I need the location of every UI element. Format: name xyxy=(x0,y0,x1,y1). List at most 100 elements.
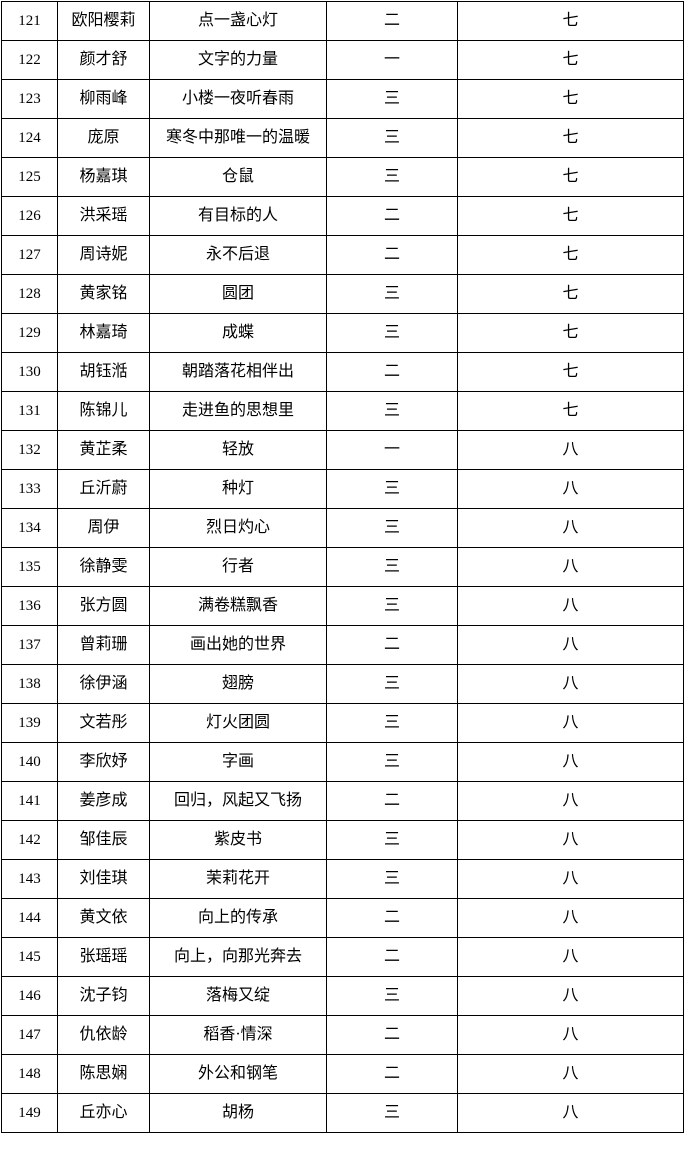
cell-name: 欧阳樱莉 xyxy=(57,1,150,41)
cell-title: 行者 xyxy=(149,547,327,587)
cell-title: 字画 xyxy=(149,742,327,782)
cell-grade: 八 xyxy=(457,1015,684,1055)
table-row: 136 张方圆 满卷糕飘香三八 xyxy=(1,586,684,626)
cell-level: 三 xyxy=(326,313,458,353)
cell-level: 三 xyxy=(326,742,458,782)
cell-grade: 八 xyxy=(457,547,684,587)
cell-grade: 七 xyxy=(457,157,684,197)
cell-title: 烈日灼心 xyxy=(149,508,327,548)
table-row: 133 丘沂蔚 种灯三八 xyxy=(1,469,684,509)
cell-grade: 八 xyxy=(457,937,684,977)
cell-name: 文若彤 xyxy=(57,703,150,743)
cell-index: 149 xyxy=(1,1093,58,1133)
table-row: 122 颜才舒 文字的力量一七 xyxy=(1,40,684,80)
cell-index: 121 xyxy=(1,1,58,41)
cell-name: 周诗妮 xyxy=(57,235,150,275)
table-row: 121 欧阳樱莉 点一盏心灯二七 xyxy=(1,1,684,41)
cell-name: 徐静雯 xyxy=(57,547,150,587)
cell-name: 仇依龄 xyxy=(57,1015,150,1055)
cell-title: 翅膀 xyxy=(149,664,327,704)
table-row: 134 周伊 烈日灼心三八 xyxy=(1,508,684,548)
table-row: 147 仇依龄 稻香·情深二八 xyxy=(1,1015,684,1055)
cell-title: 仓鼠 xyxy=(149,157,327,197)
cell-title: 紫皮书 xyxy=(149,820,327,860)
cell-title: 文字的力量 xyxy=(149,40,327,80)
cell-name: 周伊 xyxy=(57,508,150,548)
cell-level: 二 xyxy=(326,937,458,977)
cell-level: 三 xyxy=(326,79,458,119)
cell-index: 128 xyxy=(1,274,58,314)
cell-level: 三 xyxy=(326,664,458,704)
cell-index: 137 xyxy=(1,625,58,665)
cell-title: 稻香·情深 xyxy=(149,1015,327,1055)
results-table: 121 欧阳樱莉 点一盏心灯二七 122 颜才舒 文字的力量一七 123 柳雨峰 小楼一夜听春雨… xyxy=(1,1,684,1133)
cell-level: 三 xyxy=(326,274,458,314)
cell-index: 129 xyxy=(1,313,58,353)
cell-index: 132 xyxy=(1,430,58,470)
cell-title: 走进鱼的思想里 xyxy=(149,391,327,431)
cell-grade: 八 xyxy=(457,742,684,782)
table-row: 143 刘佳琪 茉莉花开三八 xyxy=(1,859,684,899)
cell-level: 二 xyxy=(326,235,458,275)
cell-index: 147 xyxy=(1,1015,58,1055)
cell-grade: 七 xyxy=(457,1,684,41)
table-row: 126 洪采瑶 有目标的人二七 xyxy=(1,196,684,236)
cell-index: 138 xyxy=(1,664,58,704)
cell-title: 茉莉花开 xyxy=(149,859,327,899)
cell-grade: 七 xyxy=(457,79,684,119)
cell-title: 落梅又绽 xyxy=(149,976,327,1016)
table-row: 146 沈子钧 落梅又绽三八 xyxy=(1,976,684,1016)
cell-index: 140 xyxy=(1,742,58,782)
cell-name: 黄文依 xyxy=(57,898,150,938)
cell-index: 124 xyxy=(1,118,58,158)
cell-name: 张方圆 xyxy=(57,586,150,626)
cell-name: 邹佳辰 xyxy=(57,820,150,860)
cell-level: 三 xyxy=(326,820,458,860)
cell-level: 三 xyxy=(326,157,458,197)
table-row: 137 曾莉珊 画出她的世界二八 xyxy=(1,625,684,665)
cell-index: 146 xyxy=(1,976,58,1016)
cell-index: 136 xyxy=(1,586,58,626)
cell-level: 三 xyxy=(326,118,458,158)
cell-index: 141 xyxy=(1,781,58,821)
cell-name: 陈锦儿 xyxy=(57,391,150,431)
cell-name: 陈思娴 xyxy=(57,1054,150,1094)
cell-title: 点一盏心灯 xyxy=(149,1,327,41)
cell-level: 二 xyxy=(326,1,458,41)
cell-grade: 八 xyxy=(457,898,684,938)
table-row: 124 庞原 寒冬中那唯一的温暖三七 xyxy=(1,118,684,158)
cell-name: 刘佳琪 xyxy=(57,859,150,899)
cell-title: 胡杨 xyxy=(149,1093,327,1133)
cell-title: 外公和钢笔 xyxy=(149,1054,327,1094)
cell-name: 沈子钧 xyxy=(57,976,150,1016)
cell-grade: 七 xyxy=(457,235,684,275)
cell-level: 三 xyxy=(326,508,458,548)
cell-grade: 八 xyxy=(457,1054,684,1094)
cell-name: 颜才舒 xyxy=(57,40,150,80)
cell-level: 三 xyxy=(326,391,458,431)
cell-index: 143 xyxy=(1,859,58,899)
table-row: 142 邹佳辰 紫皮书三八 xyxy=(1,820,684,860)
cell-index: 122 xyxy=(1,40,58,80)
cell-index: 144 xyxy=(1,898,58,938)
table-row: 128 黄家铭 圆团三七 xyxy=(1,274,684,314)
cell-title: 向上，向那光奔去 xyxy=(149,937,327,977)
table-row: 130 胡钰湉 朝踏落花相伴出二七 xyxy=(1,352,684,392)
cell-index: 145 xyxy=(1,937,58,977)
cell-index: 148 xyxy=(1,1054,58,1094)
cell-name: 胡钰湉 xyxy=(57,352,150,392)
cell-grade: 七 xyxy=(457,40,684,80)
table-row: 123 柳雨峰 小楼一夜听春雨三七 xyxy=(1,79,684,119)
cell-index: 135 xyxy=(1,547,58,587)
cell-name: 庞原 xyxy=(57,118,150,158)
cell-grade: 八 xyxy=(457,1093,684,1133)
cell-grade: 八 xyxy=(457,625,684,665)
cell-index: 142 xyxy=(1,820,58,860)
cell-level: 一 xyxy=(326,40,458,80)
table-row: 135 徐静雯 行者三八 xyxy=(1,547,684,587)
cell-grade: 八 xyxy=(457,430,684,470)
cell-level: 一 xyxy=(326,430,458,470)
cell-title: 种灯 xyxy=(149,469,327,509)
cell-grade: 八 xyxy=(457,976,684,1016)
cell-level: 二 xyxy=(326,1054,458,1094)
